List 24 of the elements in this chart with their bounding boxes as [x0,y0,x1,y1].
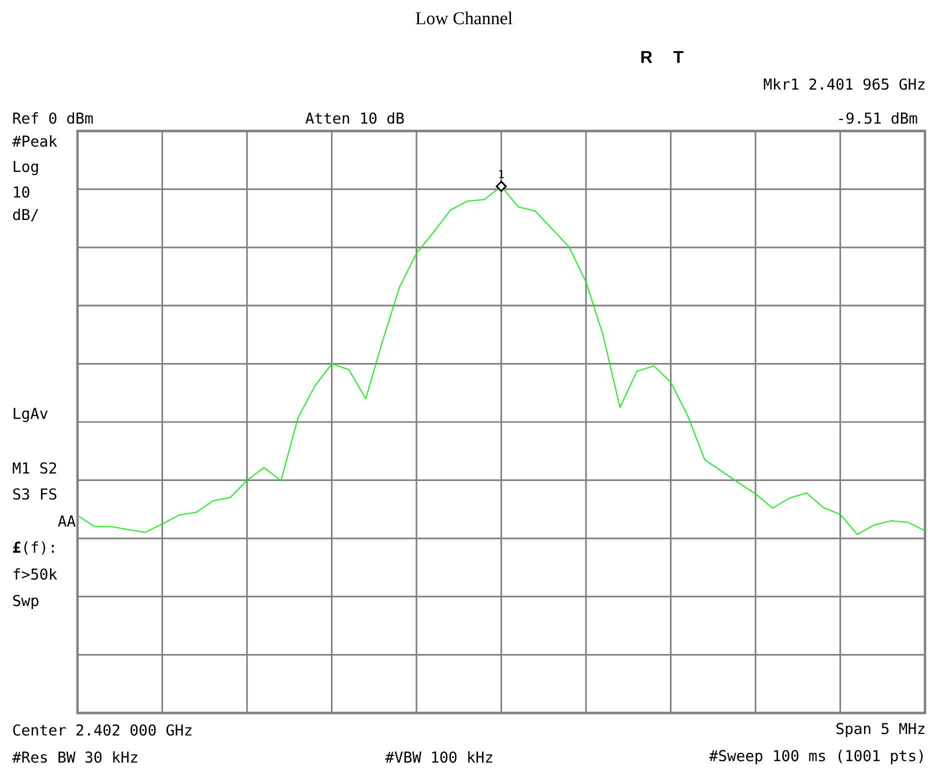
text: 10 [14,186,30,198]
text: Swp [13,594,38,610]
text: LgAv [14,408,48,422]
text: 1 [499,170,504,178]
text: Log [14,160,38,176]
text: Mkr1 2.401 965 GHz [764,78,924,90]
text: Ref 0 dBm [13,112,93,124]
text: -9.51 dBm [839,112,918,124]
text: M1 S2 [12,462,56,474]
text: £(f): [13,541,54,555]
chart-title: Low Channel [416,12,512,24]
text: AA [58,516,76,526]
text: #VBW 100 kHz [385,751,492,763]
text: dB/ [13,208,38,222]
text: S3 FS [13,488,56,500]
text: Atten 10 dB [305,112,404,124]
text: Center 2.402 000 GHz [13,724,192,736]
text: #Sweep 100 ms (1001 pts) [709,750,923,764]
text: T [673,51,684,63]
text: Span 5 MHz [836,722,924,738]
text: #Res BW 30 kHz [12,751,138,763]
text: f>50k [14,568,58,580]
text: #Peak [12,135,58,147]
text: R [641,51,652,63]
